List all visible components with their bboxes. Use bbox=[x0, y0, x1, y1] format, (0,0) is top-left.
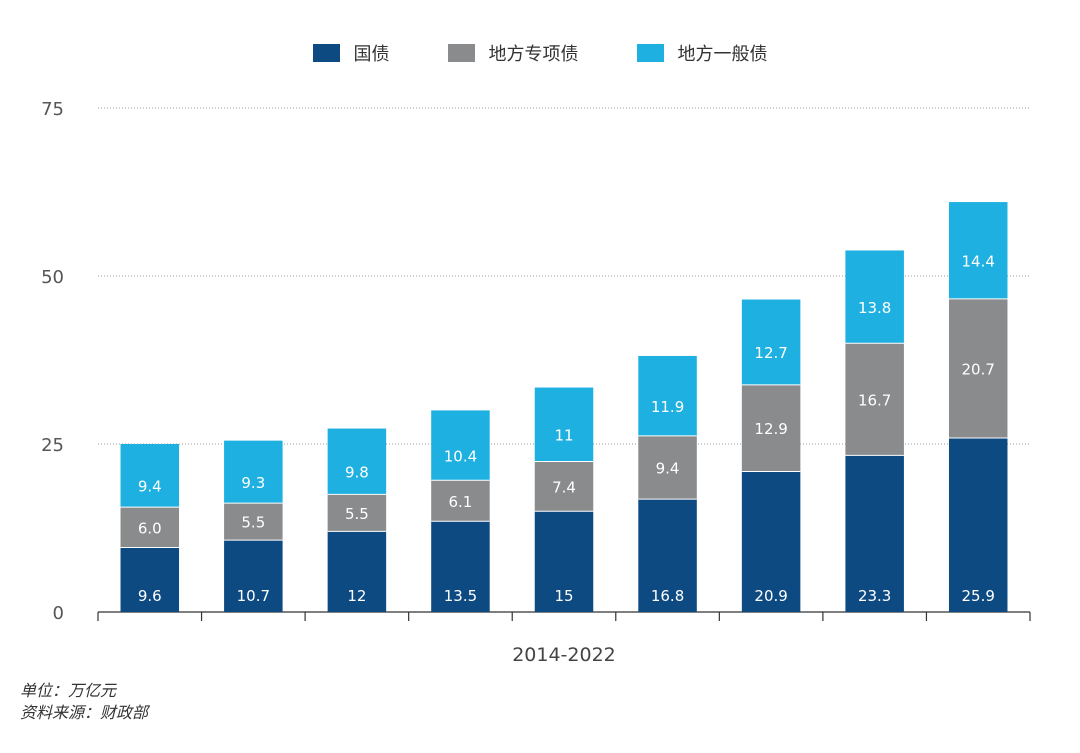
data-label: 12.9 bbox=[754, 420, 787, 438]
data-label: 9.4 bbox=[138, 478, 162, 496]
data-label: 11.9 bbox=[651, 398, 684, 416]
bar-segment bbox=[120, 547, 180, 612]
bar-segment bbox=[741, 299, 801, 385]
bar-segment bbox=[638, 435, 697, 500]
data-label: 11 bbox=[554, 427, 573, 445]
data-label: 14.4 bbox=[962, 252, 995, 270]
source-note: 资料来源：财政部 bbox=[20, 703, 149, 722]
data-label: 16.8 bbox=[651, 587, 684, 605]
bar-segment bbox=[638, 355, 697, 436]
legend-item-local-general-debt: 地方一般债 bbox=[636, 40, 768, 66]
bar-segment bbox=[224, 540, 283, 612]
legend-label-local-special-debt: 地方专项债 bbox=[488, 44, 579, 65]
data-label: 6.1 bbox=[449, 493, 473, 511]
bar-segment bbox=[948, 437, 1008, 612]
bar-segment bbox=[120, 507, 180, 548]
data-label: 13.8 bbox=[858, 299, 891, 317]
legend-swatch-national-debt bbox=[312, 44, 340, 62]
data-label: 13.5 bbox=[444, 587, 477, 605]
legend-item-local-special-debt: 地方专项债 bbox=[447, 40, 579, 66]
data-label: 12.7 bbox=[754, 344, 787, 362]
legend-item-national-debt: 国债 bbox=[312, 40, 390, 66]
bar-segment bbox=[845, 343, 904, 456]
data-label: 9.3 bbox=[241, 474, 265, 492]
legend: 国债 地方专项债 地方一般债 bbox=[0, 40, 1080, 66]
data-label: 23.3 bbox=[858, 587, 891, 605]
chart-notes: 单位：万亿元 资料来源：财政部 bbox=[20, 680, 148, 724]
bar-segment bbox=[224, 440, 283, 504]
data-label: 9.8 bbox=[345, 463, 369, 481]
data-label: 20.9 bbox=[754, 587, 787, 605]
data-label: 20.7 bbox=[962, 360, 995, 378]
data-label: 5.5 bbox=[345, 505, 369, 523]
data-label: 15 bbox=[554, 587, 573, 605]
bar-segment bbox=[431, 480, 490, 522]
legend-swatch-local-general-debt bbox=[636, 44, 664, 62]
y-tick-label: 50 bbox=[41, 267, 64, 288]
bar-segment bbox=[534, 511, 594, 612]
bar-segment bbox=[741, 384, 801, 472]
bar-segment bbox=[120, 444, 180, 508]
data-label: 12 bbox=[347, 587, 366, 605]
y-tick-label: 75 bbox=[41, 99, 64, 120]
bar-segment bbox=[327, 531, 387, 612]
y-tick-label: 25 bbox=[41, 435, 64, 456]
bar-segment bbox=[327, 494, 387, 532]
legend-label-local-general-debt: 地方一般债 bbox=[677, 44, 768, 65]
bar-segment bbox=[431, 410, 490, 481]
bar-segment bbox=[431, 521, 490, 612]
bar-segment bbox=[224, 503, 283, 541]
bar-segment bbox=[845, 455, 904, 612]
unit-note: 单位：万亿元 bbox=[20, 681, 117, 700]
bar-segment bbox=[327, 428, 387, 495]
data-label: 6.0 bbox=[138, 519, 162, 537]
bar-segment bbox=[845, 250, 904, 344]
bar-segment bbox=[741, 471, 801, 612]
data-label: 5.5 bbox=[241, 514, 265, 532]
data-label: 10.4 bbox=[444, 447, 477, 465]
bar-segment bbox=[534, 387, 594, 462]
data-label: 10.7 bbox=[237, 587, 270, 605]
bar-segment bbox=[948, 298, 1008, 438]
legend-label-national-debt: 国债 bbox=[353, 44, 390, 65]
bar-segment bbox=[534, 461, 594, 512]
data-label: 9.6 bbox=[138, 587, 162, 605]
data-label: 7.4 bbox=[552, 478, 576, 496]
bar-segment bbox=[638, 499, 697, 612]
bar-segment bbox=[948, 202, 1008, 299]
y-tick-label: 0 bbox=[53, 603, 64, 624]
data-label: 16.7 bbox=[858, 391, 891, 409]
legend-swatch-local-special-debt bbox=[447, 44, 475, 62]
x-axis-label: 2014-2022 bbox=[512, 644, 616, 666]
data-label: 25.9 bbox=[962, 587, 995, 605]
data-label: 9.4 bbox=[656, 460, 680, 478]
